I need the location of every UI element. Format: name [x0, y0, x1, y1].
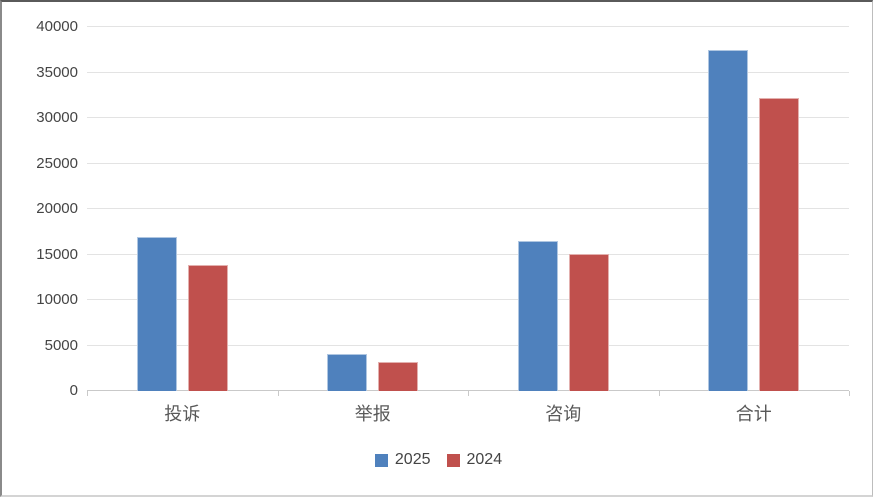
category-label: 咨询 [545, 404, 582, 424]
category-label: 投诉 [164, 404, 201, 424]
category-label: 合计 [735, 404, 772, 424]
bar-2025 [136, 237, 177, 391]
plot-area [87, 26, 850, 396]
bar-2025 [327, 353, 368, 391]
y-tick-label: 10000 [36, 291, 78, 308]
gridline [87, 253, 849, 255]
x-axis-tick [849, 391, 850, 396]
bar-group [278, 27, 469, 391]
legend-item-2024: 2024 [446, 451, 503, 469]
x-axis-tick [277, 391, 279, 396]
legend-swatch-icon [374, 453, 388, 467]
x-axis-tick [658, 391, 660, 396]
y-tick-label: 20000 [36, 200, 78, 217]
gridline [87, 117, 849, 118]
y-tick-label: 0 [69, 382, 78, 399]
x-axis-line [87, 390, 849, 391]
gridline [87, 344, 849, 346]
legend: 2025 2024 [2, 451, 873, 469]
bar-2024 [378, 361, 419, 391]
bar-groups [87, 27, 849, 391]
legend-label: 2024 [466, 451, 503, 468]
gridline [87, 299, 849, 300]
bar-2025 [708, 49, 749, 391]
bar-2024 [759, 97, 800, 391]
y-tick-label: 35000 [36, 63, 78, 81]
legend-swatch-icon [446, 453, 460, 467]
bar-2024 [568, 253, 609, 391]
y-tick-label: 15000 [36, 245, 78, 263]
bar-2024 [187, 264, 228, 391]
y-tick-label: 5000 [44, 336, 78, 354]
y-tick-label: 30000 [36, 109, 78, 126]
category-label: 举报 [354, 404, 391, 424]
bar-group [468, 27, 659, 391]
gridline [87, 208, 849, 209]
legend-label: 2025 [394, 451, 431, 468]
bar-2025 [517, 240, 558, 391]
x-axis-tick [468, 391, 469, 396]
gridline [87, 71, 849, 73]
gridline [87, 162, 849, 164]
bar-group [87, 27, 278, 391]
gridline [87, 26, 849, 27]
y-tick-label: 25000 [36, 154, 78, 172]
bar-group [659, 27, 850, 391]
x-axis-tick [87, 391, 88, 396]
legend-item-2025: 2025 [374, 451, 431, 469]
y-tick-label: 40000 [36, 18, 78, 35]
category-axis: 投诉 举报 咨询 合计 [87, 400, 849, 426]
